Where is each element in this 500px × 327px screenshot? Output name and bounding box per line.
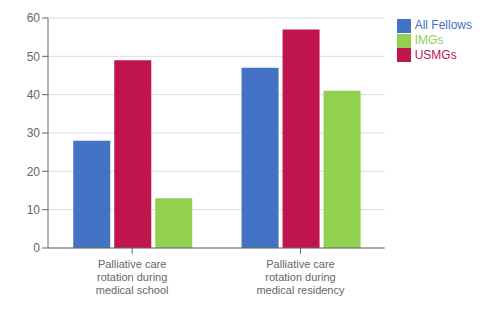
svg-text:60: 60: [27, 11, 41, 25]
svg-text:40: 40: [27, 88, 41, 102]
svg-text:30: 30: [27, 126, 41, 140]
svg-text:Palliative carerotation during: Palliative carerotation duringmedical sc…: [96, 258, 169, 296]
svg-text:10: 10: [27, 203, 41, 217]
html-text:USMGs: USMGs: [414, 47, 457, 62]
svg-text:0: 0: [33, 241, 40, 255]
html-text:All Fellows: All Fellows: [414, 18, 472, 32]
svg-text:20: 20: [27, 165, 41, 179]
html-text:IMGs: IMGs: [414, 32, 444, 47]
svg-text:50: 50: [27, 50, 41, 64]
svg-text:Palliative carerotation during: Palliative carerotation duringmedical re…: [256, 258, 345, 296]
